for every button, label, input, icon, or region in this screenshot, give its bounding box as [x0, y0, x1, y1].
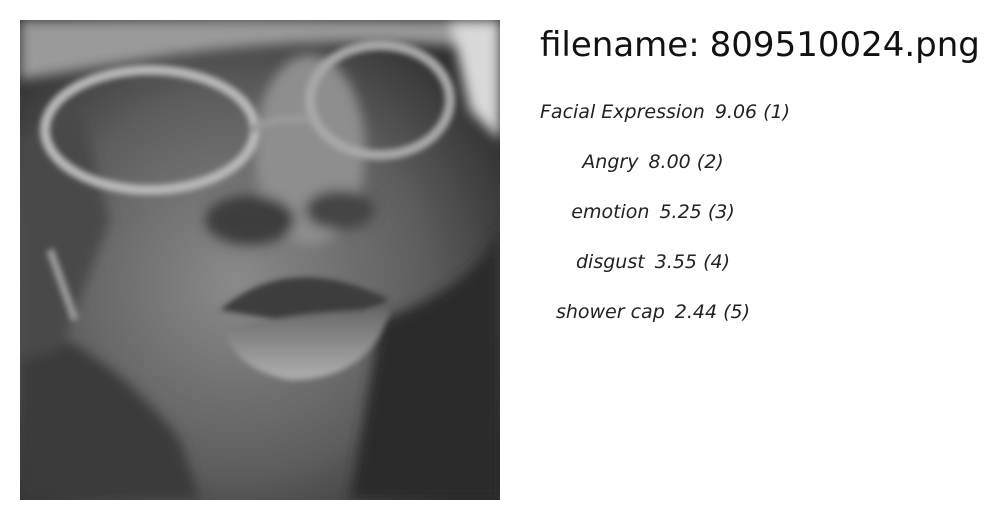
tag-rank: (1)	[763, 101, 791, 123]
face-photo	[20, 20, 500, 500]
tag-rank: (4)	[703, 251, 730, 273]
tag-rank: (5)	[723, 301, 751, 323]
face-photo-icon	[20, 20, 500, 500]
tag-row: emotion 5.25 (3)	[540, 200, 766, 250]
tag-score: 3.55	[654, 251, 698, 273]
filename-value: 809510024.png	[709, 25, 980, 65]
info-panel: filename: 809510024.png Facial Expression…	[540, 20, 980, 350]
filename-heading: filename: 809510024.png	[540, 20, 980, 70]
tag-label: Angry	[582, 151, 639, 173]
tag-score: 9.06	[714, 101, 758, 123]
tag-label: emotion	[571, 201, 650, 223]
tag-score: 8.00	[648, 151, 691, 173]
tag-score: 2.44	[674, 301, 718, 323]
tag-list: Facial Expression 9.06 (1) Angry 8.00 (2) …	[540, 100, 790, 350]
tag-rank: (3)	[707, 201, 735, 223]
tag-row: Angry 8.00 (2)	[540, 150, 766, 200]
tag-row: shower cap 2.44 (5)	[540, 300, 766, 350]
tag-label: disgust	[576, 251, 645, 273]
tag-row: Facial Expression 9.06 (1)	[540, 100, 790, 150]
tag-label: Facial Expression	[540, 101, 705, 123]
tag-score: 5.25	[659, 201, 702, 223]
tag-label: shower cap	[555, 301, 665, 323]
filename-label: filename:	[540, 25, 700, 65]
tag-rank: (2)	[696, 151, 724, 173]
tag-row: disgust 3.55 (4)	[540, 250, 766, 300]
